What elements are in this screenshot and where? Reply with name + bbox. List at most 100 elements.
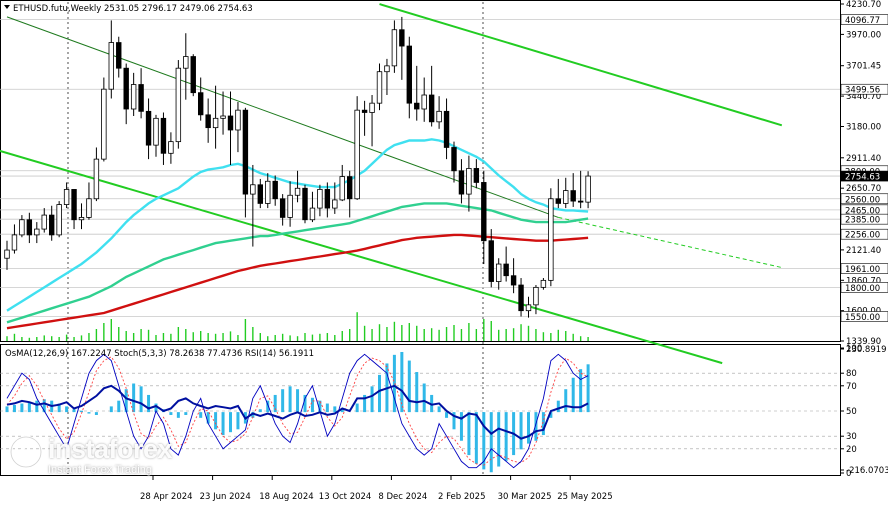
candle-bullish	[294, 187, 301, 196]
candle-bearish	[510, 275, 517, 286]
candle-bullish	[339, 176, 345, 201]
candle-bearish	[555, 198, 561, 204]
oscillator-title: OsMA(12,26,9) 167.2247 Stoch(5,3,3) 78.2…	[5, 349, 314, 359]
logo-name: instaforex	[48, 434, 173, 464]
candle-bullish	[384, 65, 390, 73]
stochastic-main-line	[6, 353, 589, 469]
candle-bullish	[56, 204, 62, 236]
oscillator-tick-label: -216.0703	[846, 466, 888, 476]
candle-bullish	[235, 109, 241, 131]
candle-bullish	[41, 214, 47, 230]
price-level-box	[840, 213, 888, 225]
price-level-label: 2256.00	[845, 231, 880, 241]
candle-bullish	[525, 304, 532, 312]
candle-bearish	[488, 240, 494, 282]
oscillator-tick-label: 0	[846, 469, 851, 479]
candle-bearish	[138, 84, 144, 112]
candle-bearish	[49, 214, 55, 236]
collapse-arrow-icon	[4, 5, 10, 9]
candle-bullish	[168, 141, 174, 154]
candle-bullish	[175, 67, 182, 143]
trendline	[0, 149, 723, 365]
candle-bullish	[93, 158, 100, 200]
trendline	[558, 216, 782, 269]
candle-bearish	[518, 284, 524, 312]
candle-bullish	[354, 109, 360, 200]
time-axis-label: 28 Apr 2024	[140, 492, 193, 502]
price-level-label: 4096.77	[845, 16, 880, 26]
candle-bearish	[503, 263, 509, 277]
candle-bearish	[257, 184, 263, 204]
candle-bullish	[436, 110, 442, 123]
candle-bullish	[533, 286, 539, 306]
candle-bullish	[212, 117, 219, 129]
candle-bearish	[451, 147, 457, 172]
candle-bearish	[197, 92, 204, 116]
candle-bullish	[108, 42, 114, 90]
candle-bearish	[272, 180, 278, 200]
price-level-label: 1961.00	[845, 265, 880, 275]
candle-bearish	[71, 189, 77, 221]
candle-bullish	[183, 56, 189, 69]
candle-bearish	[160, 117, 167, 154]
candle-bearish	[242, 109, 249, 195]
price-tick-label: 3701.45	[846, 62, 881, 72]
trendline	[6, 16, 559, 218]
candle-bullish	[466, 168, 472, 195]
price-level-box	[840, 170, 888, 182]
candle-bearish	[227, 115, 234, 131]
stochastic-signal-line	[6, 356, 589, 466]
price-tick-label: 3440.70	[846, 92, 881, 102]
oscillator-tick-label: 30	[846, 432, 857, 442]
candle-bullish	[548, 198, 554, 281]
candle-bullish	[317, 189, 323, 209]
price-level-box	[840, 311, 888, 322]
candle-bullish	[250, 184, 256, 195]
oscillator-tick-label: 100	[846, 344, 862, 354]
candle-bearish	[577, 200, 584, 203]
candle-bearish	[116, 42, 122, 69]
candle-bearish	[399, 29, 405, 47]
candle-bullish	[220, 115, 226, 119]
oscillator-tick-label: 70	[846, 382, 857, 392]
oscillator-tick-label: 80	[846, 369, 857, 379]
price-tick-label: 2911.40	[846, 154, 881, 164]
price-level-box	[840, 282, 888, 293]
candle-bearish	[346, 176, 353, 200]
candle-bullish	[287, 194, 293, 218]
candle-bullish	[19, 219, 25, 236]
price-level-box	[840, 228, 888, 240]
price-level-label: 2560.00	[845, 195, 880, 205]
candle-bearish	[302, 187, 308, 221]
price-level-box	[840, 263, 888, 274]
candle-bearish	[145, 110, 152, 146]
candle-bullish	[153, 117, 159, 146]
oscillator-tick-label: 230.8919	[846, 345, 887, 355]
candle-bearish	[428, 94, 435, 123]
moving-average-mid	[6, 202, 589, 324]
price-tick-label: 1860.70	[846, 276, 881, 286]
candle-bearish	[443, 110, 450, 148]
price-level-label: 1800.00	[845, 284, 880, 294]
candle-bearish	[205, 114, 211, 129]
time-axis-label: 2 Feb 2025	[438, 492, 486, 502]
candle-bullish	[86, 198, 92, 218]
candle-bearish	[406, 45, 412, 104]
price-tick-label: 4230.70	[846, 0, 881, 10]
price-level-box	[840, 14, 888, 25]
candle-bullish	[63, 189, 70, 205]
candle-bullish	[11, 234, 18, 251]
price-level-label: 3499.56	[845, 86, 880, 96]
candle-bearish	[481, 182, 487, 242]
time-axis-label: 30 Mar 2025	[498, 492, 552, 502]
candle-bearish	[123, 67, 129, 110]
candle-bullish	[563, 190, 569, 204]
trendline	[379, 3, 783, 127]
time-axis-label: 8 Dec 2024	[378, 492, 427, 502]
candle-bearish	[570, 190, 576, 202]
candle-bullish	[265, 180, 271, 204]
candle-bullish	[585, 175, 591, 203]
candle-bullish	[4, 249, 10, 259]
